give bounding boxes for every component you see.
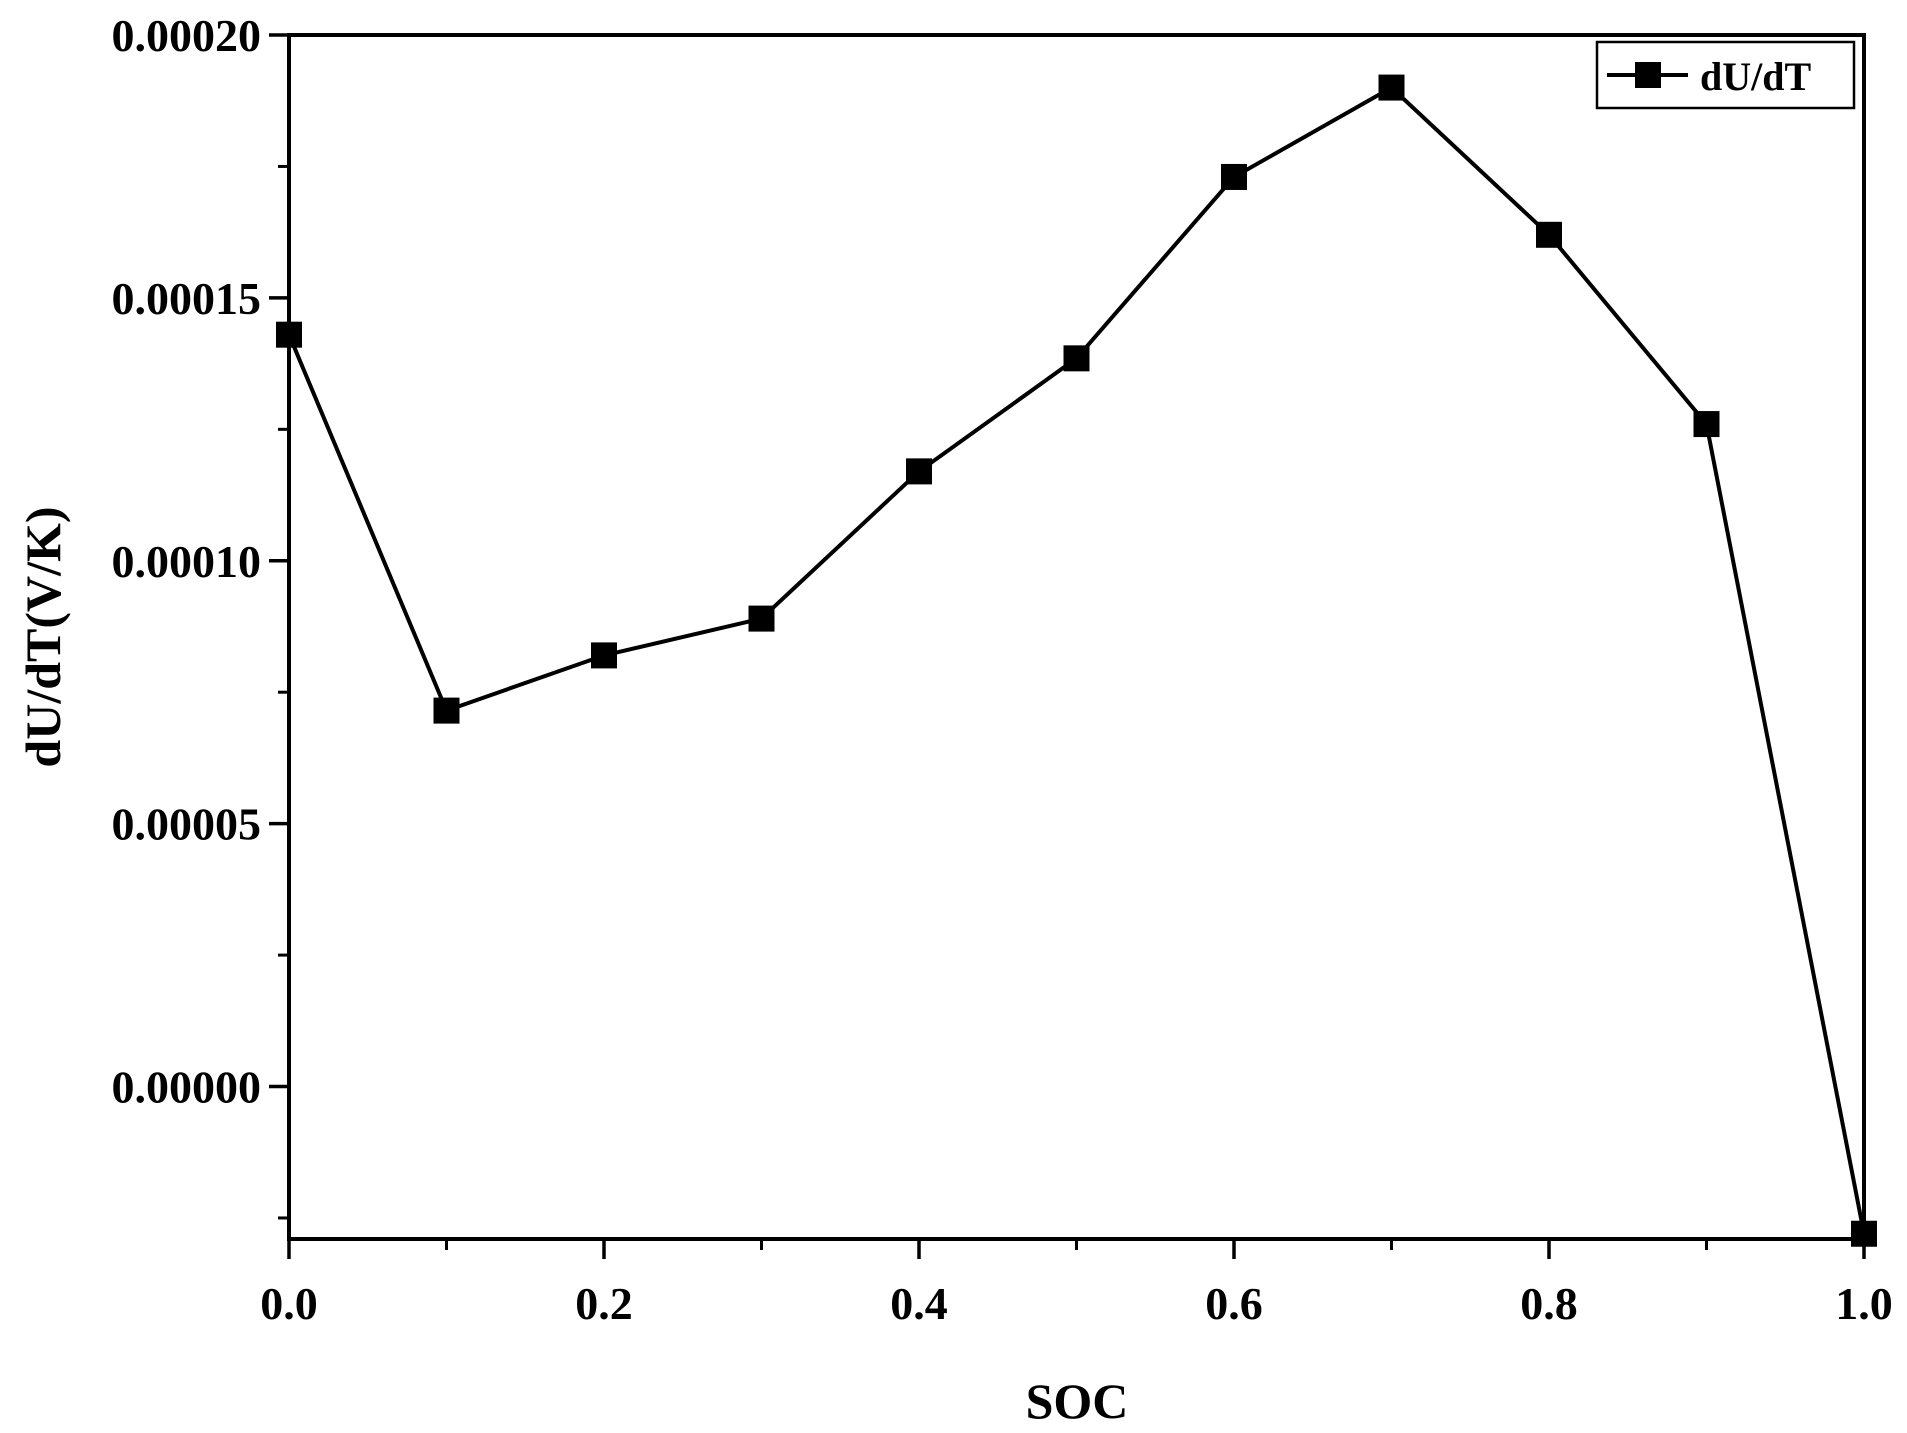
data-point [1851, 1220, 1877, 1247]
x-tick-label: 0.2 [575, 1278, 633, 1329]
y-tick-label: 0.00000 [112, 1062, 262, 1113]
x-tick-label: 0.0 [260, 1278, 318, 1329]
x-tick-label: 0.4 [890, 1278, 948, 1329]
legend-marker [1635, 62, 1661, 88]
legend-label: dU/dT [1700, 54, 1811, 99]
legend: dU/dT [1595, 40, 1856, 110]
data-point [433, 697, 460, 724]
data-point [748, 605, 775, 632]
data-point [906, 458, 932, 485]
x-tick-label: 1.0 [1835, 1278, 1893, 1329]
data-point [1536, 221, 1562, 248]
x-tick-label: 0.6 [1205, 1278, 1263, 1329]
y-tick-label: 0.00020 [112, 10, 262, 61]
x-axis-title: SOC [1026, 1373, 1129, 1429]
x-axis-ticks [287, 1239, 1866, 1259]
series-layer [276, 74, 1877, 1247]
y-axis-ticks [269, 33, 289, 1220]
series-line [287, 85, 1866, 1235]
y-tick-label: 0.00010 [112, 536, 262, 587]
y-axis-title: dU/dT(V/K) [15, 506, 71, 767]
data-point [276, 321, 302, 348]
data-point [1063, 345, 1090, 372]
data-point [591, 642, 617, 669]
y-tick-label: 0.00005 [112, 799, 262, 850]
y-tick-label: 0.00015 [112, 273, 262, 324]
y-axis-tick-labels: 0.00000 0.00005 0.00010 0.00015 0.00020 [112, 10, 262, 1113]
x-axis-tick-labels: 0.0 0.2 0.4 0.6 0.8 1.0 [260, 1278, 1893, 1329]
plot-frame [287, 33, 1866, 1241]
data-point [1693, 411, 1720, 438]
data-point [1221, 163, 1247, 190]
x-tick-label: 0.8 [1520, 1278, 1578, 1329]
data-point [1378, 74, 1405, 101]
